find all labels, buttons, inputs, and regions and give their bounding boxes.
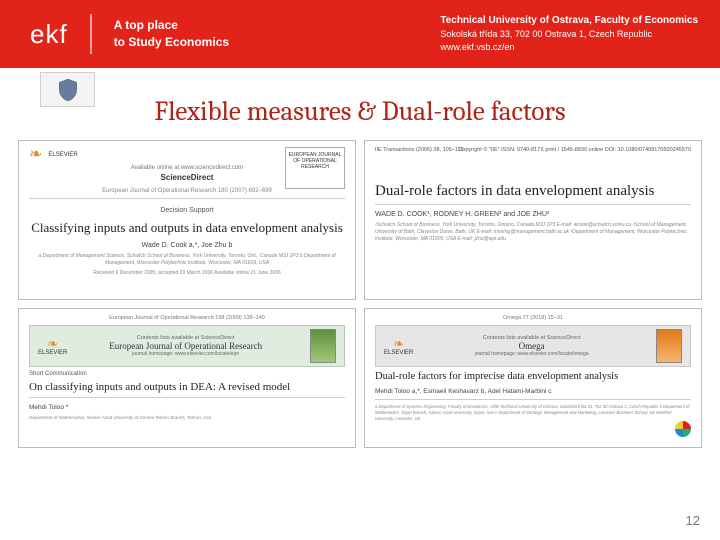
- header-left: ekf A top place to Study Economics: [0, 14, 229, 54]
- tagline-line2: to Study Economics: [114, 34, 229, 51]
- paper-title: Dual-role factors for imprecise data env…: [375, 371, 691, 382]
- paper-2: IIE Transactions (2006) 38, 105–115 Copy…: [364, 140, 702, 300]
- journal-cover-box: EUROPEAN JOURNAL OF OPERATIONAL RESEARCH: [285, 147, 345, 189]
- university-address: Sokolská třída 33, 702 00 Ostrava 1, Cze…: [440, 28, 698, 41]
- publisher-label: ELSEVIER: [38, 350, 67, 356]
- paper-grid: ❧ ELSEVIER Available online at www.scien…: [18, 140, 702, 448]
- journal-homepage: journal homepage: www.elsevier.com/locat…: [67, 351, 304, 357]
- section-label: Short Communication: [29, 371, 345, 377]
- paper-3: European Journal of Operational Research…: [18, 308, 356, 448]
- ekf-logo: ekf: [30, 19, 68, 50]
- paper-4: Omega 77 (2018) 15–31 ❧ ELSEVIER Content…: [364, 308, 702, 448]
- tagline: A top place to Study Economics: [114, 17, 229, 51]
- elsevier-tree-icon: ❧: [393, 337, 404, 350]
- section-label: Decision Support: [29, 207, 345, 214]
- paper-authors: Mehdi Toloo a,*, Esmaeil Keshavarz b, Ad…: [375, 388, 691, 395]
- divider: [29, 198, 345, 199]
- publisher-label: ELSEVIER: [48, 152, 77, 158]
- journal-banner: ❧ ELSEVIER Contents lists available at S…: [375, 325, 691, 367]
- journal-banner: ❧ ELSEVIER Contents lists available at S…: [29, 325, 345, 367]
- slide-title: Flexible measures & Dual-role factors: [0, 96, 720, 127]
- paper-title: On classifying inputs and outputs in DEA…: [29, 381, 345, 393]
- university-name: Technical University of Ostrava, Faculty…: [440, 14, 698, 28]
- paper-affiliations: Department of Mathematics, Islamic Azad …: [29, 415, 345, 421]
- paper-affiliations: ¹Schulich School of Business, York Unive…: [375, 222, 691, 243]
- journal-cover-icon: [656, 329, 682, 363]
- divider: [375, 204, 691, 205]
- paper-dates: Received 6 December 2005; accepted 29 Ma…: [29, 270, 345, 276]
- divider: [29, 397, 345, 398]
- elsevier-tree-icon: ❧: [47, 337, 58, 350]
- copyright-block: Copyright © "IIE" ISSN: 0740-817X print …: [458, 147, 691, 155]
- journal-reference: Omega 77 (2018) 15–31: [375, 315, 691, 321]
- publisher-label: ELSEVIER: [384, 350, 413, 356]
- paper-title: Dual-role factors in data envelopment an…: [375, 183, 691, 200]
- university-url: www.ekf.vsb.cz/en: [440, 41, 698, 54]
- divider: [90, 14, 92, 54]
- paper-authors: Wade D. Cook a,*, Joe Zhu b: [29, 242, 345, 249]
- page-number: 12: [686, 513, 700, 528]
- slide-header: ekf A top place to Study Economics Techn…: [0, 0, 720, 68]
- journal-name: Omega: [413, 341, 650, 351]
- journal-homepage: journal homepage: www.elsevier.com/locat…: [413, 351, 650, 357]
- header-right: Technical University of Ostrava, Faculty…: [440, 14, 720, 53]
- paper-authors: WADE D. COOK¹, RODNEY H. GREEN² and JOE …: [375, 211, 691, 218]
- paper-authors: Mehdi Toloo *: [29, 404, 345, 411]
- crossmark-icon: [675, 421, 691, 437]
- journal-cover-icon: [310, 329, 336, 363]
- paper-affiliations: a Department of Management Science, Schu…: [29, 253, 345, 267]
- paper-1: ❧ ELSEVIER Available online at www.scien…: [18, 140, 356, 300]
- paper-affiliations: a Department of Systems Engineering, Fac…: [375, 404, 691, 422]
- journal-name: European Journal of Operational Research: [67, 341, 304, 351]
- journal-reference: European Journal of Operational Research…: [29, 315, 345, 321]
- divider: [375, 399, 691, 400]
- paper-title: Classifying inputs and outputs in data e…: [29, 220, 345, 236]
- tagline-line1: A top place: [114, 17, 229, 34]
- elsevier-tree-icon: ❧: [29, 147, 42, 163]
